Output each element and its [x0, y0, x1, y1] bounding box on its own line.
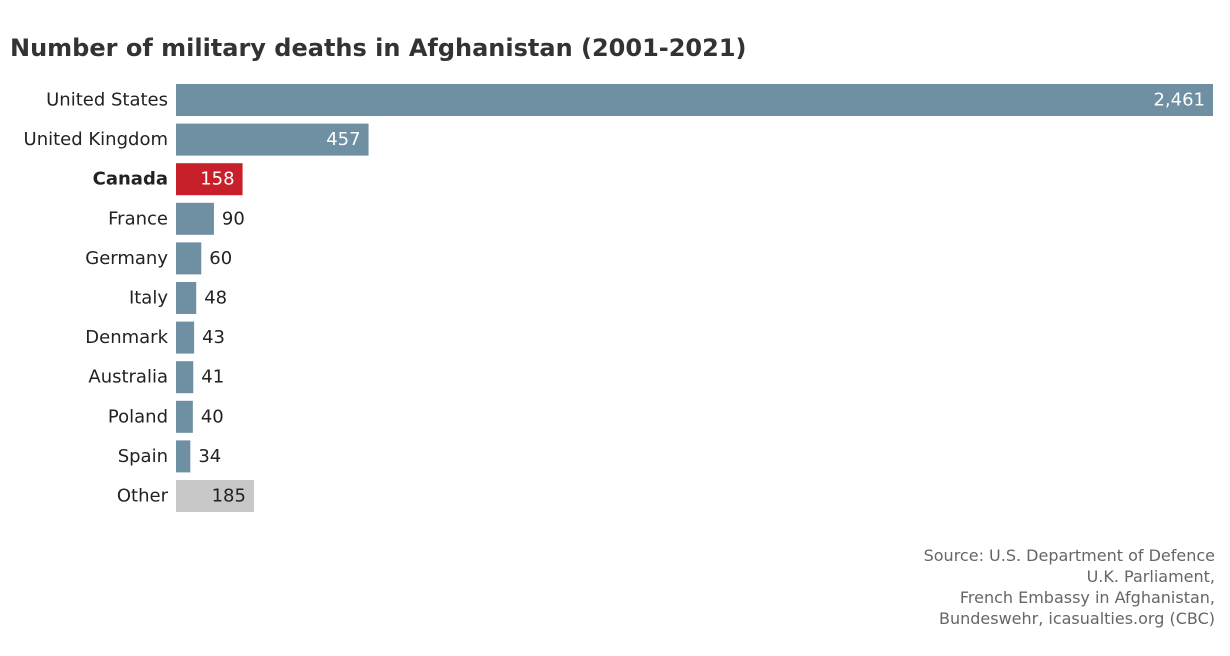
value-label: 90 — [222, 208, 245, 229]
value-label: 2,461 — [1153, 90, 1205, 111]
bars-group: United States 2,461 United Kingdom 457 Canad… — [24, 84, 1213, 512]
bar — [176, 123, 369, 156]
category-label: Other — [117, 486, 169, 507]
category-label: Canada — [93, 169, 168, 190]
value-label: 34 — [198, 446, 221, 467]
category-label: Poland — [108, 406, 168, 427]
bar — [176, 242, 202, 275]
source-line: Source: U.S. Department of Defence — [923, 546, 1215, 565]
value-label: 158 — [200, 169, 234, 190]
value-label: 457 — [326, 129, 360, 150]
category-label: Italy — [129, 288, 168, 309]
category-label: Denmark — [85, 327, 168, 348]
source-line: French Embassy in Afghanistan, — [959, 588, 1215, 607]
value-label: 41 — [201, 367, 224, 388]
value-label: 60 — [209, 248, 232, 269]
category-label: Spain — [118, 446, 168, 467]
chart-title: Number of military deaths in Afghanistan… — [10, 34, 747, 62]
bar — [176, 163, 243, 196]
source-line: Bundeswehr, icasualties.org (CBC) — [938, 609, 1215, 628]
value-label: 185 — [212, 486, 246, 507]
bar — [176, 440, 191, 473]
source-note: Source: U.S. Department of Defence U.K. … — [924, 545, 1215, 629]
bar — [176, 480, 254, 512]
bar — [176, 202, 214, 235]
value-label: 43 — [202, 327, 225, 348]
category-label: France — [108, 208, 168, 229]
bar — [176, 84, 1213, 116]
source-line: U.K. Parliament, — [1086, 567, 1215, 586]
value-label: 40 — [201, 406, 224, 427]
value-label: 48 — [204, 288, 227, 309]
bar — [176, 282, 197, 314]
bar — [176, 400, 193, 433]
category-label: Australia — [88, 367, 168, 388]
bar-chart: United States 2,461 United Kingdom 457 Canad… — [24, 84, 1213, 512]
bar — [176, 361, 194, 394]
category-label: United States — [46, 90, 168, 111]
category-label: United Kingdom — [24, 129, 168, 150]
bar — [176, 321, 195, 354]
category-label: Germany — [85, 248, 168, 269]
